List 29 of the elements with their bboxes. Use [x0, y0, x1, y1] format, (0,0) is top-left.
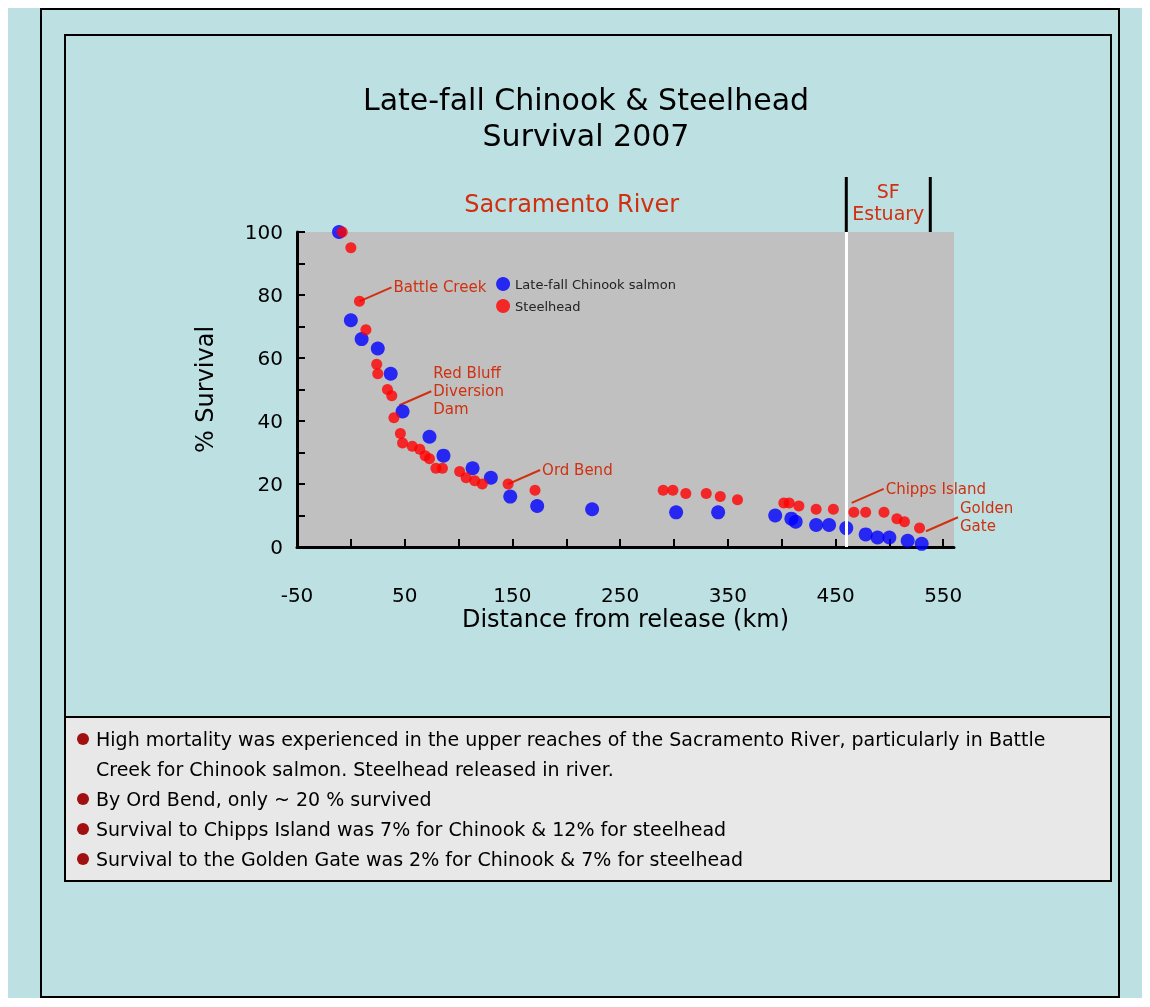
x-axis-title: Distance from release (km) — [461, 605, 790, 633]
annotation: Battle Creek — [393, 278, 487, 297]
y-tick-label: 100 — [244, 220, 283, 244]
x-tick-label: 450 — [816, 583, 855, 607]
annotation: Chipps Island — [885, 479, 987, 498]
annotation: Red Bluff Diversion Dam — [433, 364, 504, 419]
legend-label: Steelhead — [515, 298, 581, 314]
x-tick-label: 50 — [391, 583, 418, 607]
x-tick-label: 550 — [924, 583, 963, 607]
legend-label: Late-fall Chinook salmon — [515, 276, 676, 292]
annotation: Ord Bend — [542, 461, 613, 479]
text: Sacramento River — [464, 190, 680, 218]
y-tick-label: 20 — [257, 472, 283, 496]
y-axis-title: % Survival — [191, 325, 219, 454]
y-tick-label: 0 — [270, 535, 283, 559]
text: By Ord Bend, only ~ 20 % survived — [96, 787, 432, 812]
text: Survival to the Golden Gate was 2% for Chinook & 7% for steelhead — [96, 847, 744, 872]
text: SF Estuary — [852, 180, 925, 224]
text: Survival to Chipps Island was 7% for Chinook & 12% for steelhead — [96, 817, 727, 842]
x-tick-label: 250 — [601, 583, 640, 607]
x-tick-label: 350 — [708, 583, 747, 607]
x-tick-label: -50 — [280, 583, 314, 607]
x-tick-label: 150 — [493, 583, 532, 607]
annotation: Golden Gate — [960, 499, 1014, 536]
text: High mortality was experienced in the upper reaches of the Sacramento River, particularly in Battle Creek for Chinook salmon. Steelhead released in river. — [96, 727, 1047, 782]
y-tick-label: 40 — [257, 409, 283, 433]
y-tick-label: 80 — [257, 283, 283, 307]
chart-title: Late-fall Chinook & Steelhead Survival 2007 — [362, 81, 810, 153]
y-tick-label: 60 — [257, 346, 283, 370]
